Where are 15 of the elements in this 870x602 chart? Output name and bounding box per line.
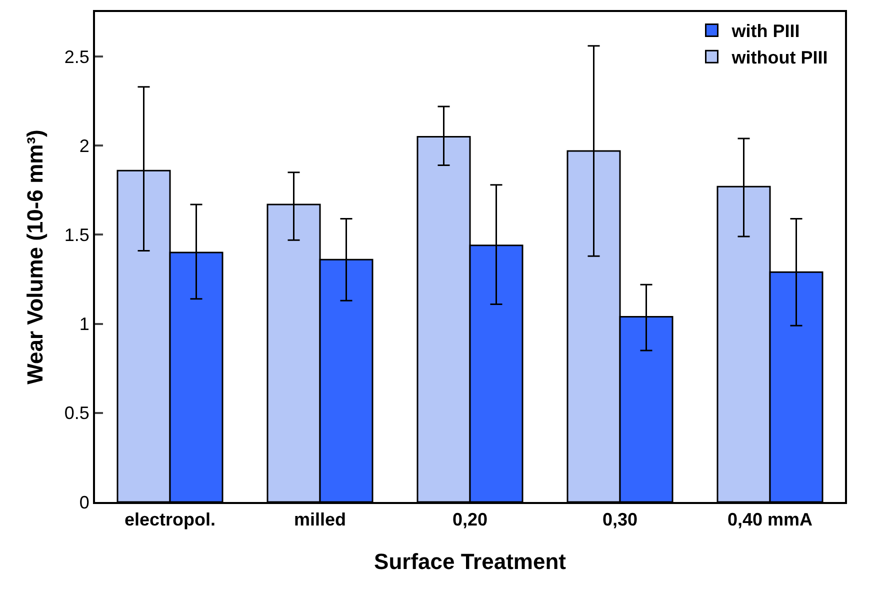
y-axis-title: Wear Volume (10-6 mm³) <box>22 130 48 384</box>
x-axis-title: Surface Treatment <box>374 549 567 574</box>
y-tick-label: 1.5 <box>64 225 90 246</box>
x-tick-label: 0,20 <box>452 510 488 530</box>
x-tick-label: electropol. <box>124 510 216 530</box>
legend-label: without PIII <box>730 48 828 68</box>
y-tick-label: 1 <box>79 314 90 334</box>
x-tick-label: 0,30 <box>602 510 638 530</box>
legend-label: with PIII <box>730 21 800 42</box>
y-tick-label: 2 <box>79 136 90 156</box>
x-tick-label: milled <box>294 510 346 530</box>
y-tick-label: 0 <box>79 492 90 512</box>
y-tick-label: 2.5 <box>64 46 90 67</box>
y-tick-label: 0.5 <box>64 403 90 424</box>
x-tick-label: 0,40 mmA <box>727 510 813 530</box>
